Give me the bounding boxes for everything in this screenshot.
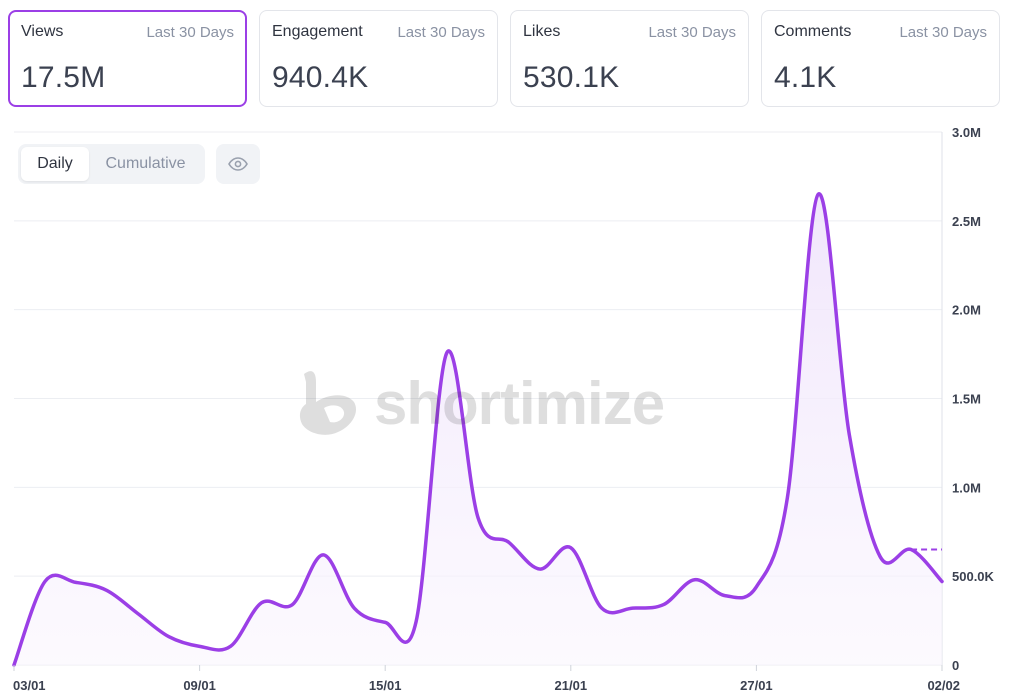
stat-value: 4.1K bbox=[774, 61, 837, 94]
data-point[interactable] bbox=[477, 516, 480, 519]
x-tick-label: 03/01 bbox=[13, 678, 46, 693]
stat-card-comments[interactable]: Comments Last 30 Days 4.1K bbox=[761, 10, 1000, 107]
toggle-cumulative[interactable]: Cumulative bbox=[105, 155, 186, 172]
data-point[interactable] bbox=[693, 578, 696, 581]
data-point[interactable] bbox=[43, 580, 46, 583]
eye-icon bbox=[228, 157, 248, 171]
data-point[interactable] bbox=[322, 553, 325, 556]
y-tick-label: 1.0M bbox=[952, 480, 981, 495]
stat-period: Last 30 Days bbox=[146, 24, 234, 41]
stat-label: Likes bbox=[523, 23, 561, 40]
data-point[interactable] bbox=[507, 541, 510, 544]
data-point[interactable] bbox=[260, 601, 263, 604]
y-axis-ticks: 0 500.0K 1.0M 1.5M 2.0M 2.5M 3.0M bbox=[952, 125, 995, 673]
y-tick-label: 1.5M bbox=[952, 392, 981, 407]
data-point[interactable] bbox=[724, 594, 727, 597]
data-point[interactable] bbox=[631, 607, 634, 610]
stat-label: Comments bbox=[774, 23, 852, 40]
y-tick-label: 2.0M bbox=[952, 303, 981, 318]
watermark-text: shortimize bbox=[374, 369, 665, 437]
data-point[interactable] bbox=[384, 621, 387, 624]
data-point[interactable] bbox=[755, 585, 758, 588]
toggle-daily[interactable]: Daily bbox=[21, 147, 89, 181]
stat-cards: Views Last 30 Days 17.5M Engagement Last… bbox=[8, 10, 1000, 107]
watermark: shortimize bbox=[298, 368, 665, 438]
y-tick-label: 0 bbox=[952, 658, 959, 673]
data-point[interactable] bbox=[817, 193, 820, 196]
data-point[interactable] bbox=[786, 496, 789, 499]
visibility-button[interactable] bbox=[216, 144, 260, 184]
series-line-views bbox=[12, 192, 944, 667]
chart-mode-toggle: Daily Cumulative bbox=[18, 144, 205, 184]
stat-label: Views bbox=[21, 23, 64, 40]
views-chart: 0 500.0K 1.0M 1.5M 2.0M 2.5M 3.0M 03/01 09/01 15… bbox=[12, 125, 995, 693]
x-tick-label: 15/01 bbox=[369, 678, 402, 693]
data-point[interactable] bbox=[415, 620, 418, 623]
chart-area-fill bbox=[14, 193, 942, 665]
data-point[interactable] bbox=[105, 589, 108, 592]
x-tick-label: 02/02 bbox=[927, 678, 960, 693]
data-point[interactable] bbox=[848, 433, 851, 436]
y-tick-label: 500.0K bbox=[952, 569, 995, 584]
stat-period: Last 30 Days bbox=[899, 24, 987, 41]
y-tick-label: 2.5M bbox=[952, 214, 981, 229]
shortimize-logo-icon bbox=[299, 371, 357, 435]
stat-label: Engagement bbox=[272, 23, 363, 40]
data-point[interactable] bbox=[353, 607, 356, 610]
data-point[interactable] bbox=[569, 546, 572, 549]
x-axis-ticks: 03/01 09/01 15/01 21/01 27/01 02/02 bbox=[13, 665, 960, 693]
data-point[interactable] bbox=[291, 603, 294, 606]
x-tick-label: 21/01 bbox=[555, 678, 588, 693]
stat-period: Last 30 Days bbox=[397, 24, 485, 41]
data-point[interactable] bbox=[538, 568, 541, 571]
y-tick-label: 3.0M bbox=[952, 125, 981, 140]
data-point[interactable] bbox=[136, 612, 139, 615]
data-point[interactable] bbox=[879, 555, 882, 558]
stat-value: 530.1K bbox=[523, 61, 620, 94]
data-point[interactable] bbox=[167, 635, 170, 638]
data-point[interactable] bbox=[74, 581, 77, 584]
data-point[interactable] bbox=[446, 351, 449, 354]
data-point[interactable] bbox=[662, 603, 665, 606]
chart-line bbox=[12, 192, 944, 667]
data-point[interactable] bbox=[600, 607, 603, 610]
x-tick-label: 27/01 bbox=[740, 678, 773, 693]
x-tick-label: 09/01 bbox=[183, 678, 216, 693]
stat-card-views[interactable]: Views Last 30 Days 17.5M bbox=[8, 10, 247, 107]
stat-card-likes[interactable]: Likes Last 30 Days 530.1K bbox=[510, 10, 749, 107]
stat-value: 17.5M bbox=[21, 61, 106, 94]
data-point[interactable] bbox=[941, 580, 944, 583]
area-fill bbox=[14, 193, 942, 665]
stat-value: 940.4K bbox=[272, 61, 369, 94]
stat-period: Last 30 Days bbox=[648, 24, 736, 41]
data-point[interactable] bbox=[229, 645, 232, 648]
data-point[interactable] bbox=[910, 548, 913, 551]
data-point[interactable] bbox=[198, 645, 201, 648]
stat-card-engagement[interactable]: Engagement Last 30 Days 940.4K bbox=[259, 10, 498, 107]
